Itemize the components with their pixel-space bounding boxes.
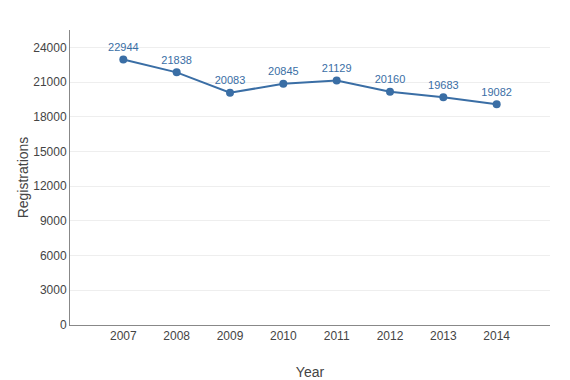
svg-text:21838: 21838 xyxy=(161,54,192,66)
svg-text:21000: 21000 xyxy=(33,75,67,89)
svg-text:0: 0 xyxy=(60,318,67,332)
svg-text:2010: 2010 xyxy=(270,329,297,343)
svg-text:6000: 6000 xyxy=(40,249,67,263)
svg-text:2014: 2014 xyxy=(483,329,510,343)
svg-text:2009: 2009 xyxy=(217,329,244,343)
svg-text:21129: 21129 xyxy=(322,62,352,74)
svg-text:20845: 20845 xyxy=(268,65,299,77)
svg-text:2008: 2008 xyxy=(163,329,190,343)
svg-text:Registrations: Registrations xyxy=(15,137,31,219)
svg-text:20160: 20160 xyxy=(375,73,406,85)
svg-text:18000: 18000 xyxy=(33,110,67,124)
svg-text:Year: Year xyxy=(296,364,325,380)
svg-text:20083: 20083 xyxy=(215,74,246,86)
svg-text:2007: 2007 xyxy=(110,329,137,343)
svg-text:22944: 22944 xyxy=(108,41,139,53)
svg-text:2013: 2013 xyxy=(430,329,457,343)
svg-text:15000: 15000 xyxy=(33,145,67,159)
svg-text:19683: 19683 xyxy=(428,79,459,91)
svg-text:3000: 3000 xyxy=(40,283,67,297)
svg-text:24000: 24000 xyxy=(33,41,67,55)
svg-text:9000: 9000 xyxy=(40,214,67,228)
svg-text:12000: 12000 xyxy=(33,179,67,193)
svg-text:2012: 2012 xyxy=(377,329,404,343)
svg-text:19082: 19082 xyxy=(481,86,512,98)
svg-text:2011: 2011 xyxy=(324,329,350,343)
